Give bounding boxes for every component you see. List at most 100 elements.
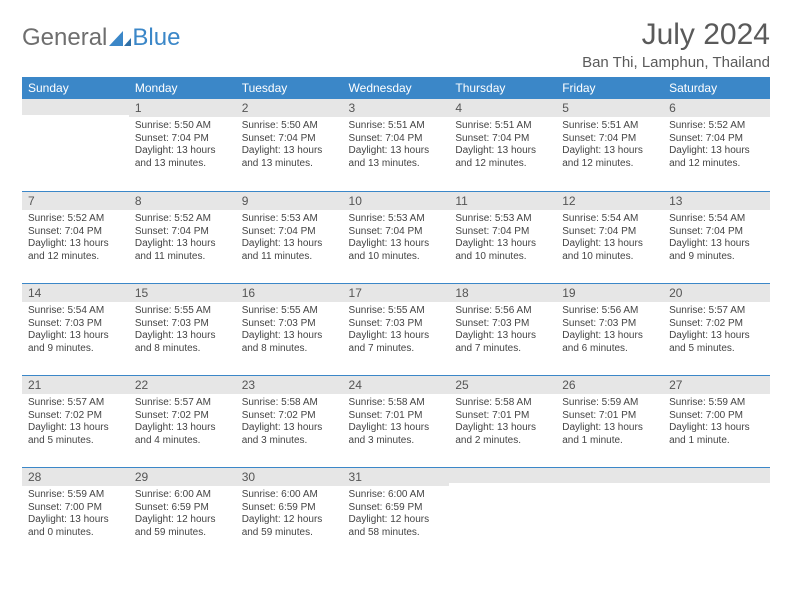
day-details: Sunrise: 5:53 AMSunset: 7:04 PMDaylight:… <box>343 210 450 267</box>
sunset-text: Sunset: 7:03 PM <box>562 318 657 331</box>
sunset-text: Sunset: 7:04 PM <box>669 226 764 239</box>
calendar-day-cell: 31Sunrise: 6:00 AMSunset: 6:59 PMDayligh… <box>343 467 450 559</box>
sunrise-text: Sunrise: 5:56 AM <box>562 305 657 318</box>
calendar-day-cell: 22Sunrise: 5:57 AMSunset: 7:02 PMDayligh… <box>129 375 236 467</box>
daylight-text: Daylight: 13 hours and 7 minutes. <box>349 330 444 355</box>
calendar-day-cell: 30Sunrise: 6:00 AMSunset: 6:59 PMDayligh… <box>236 467 343 559</box>
brand-word-2: Blue <box>132 24 180 52</box>
calendar-day-cell: 27Sunrise: 5:59 AMSunset: 7:00 PMDayligh… <box>663 375 770 467</box>
daylight-text: Daylight: 13 hours and 8 minutes. <box>135 330 230 355</box>
daylight-text: Daylight: 13 hours and 12 minutes. <box>455 145 550 170</box>
day-number: 15 <box>129 283 236 302</box>
calendar-day-cell: 12Sunrise: 5:54 AMSunset: 7:04 PMDayligh… <box>556 191 663 283</box>
calendar-day-cell: 19Sunrise: 5:56 AMSunset: 7:03 PMDayligh… <box>556 283 663 375</box>
day-number: 25 <box>449 375 556 394</box>
day-details: Sunrise: 5:52 AMSunset: 7:04 PMDaylight:… <box>663 117 770 174</box>
calendar-table: Sunday Monday Tuesday Wednesday Thursday… <box>22 77 770 559</box>
sunrise-text: Sunrise: 5:53 AM <box>455 213 550 226</box>
sunset-text: Sunset: 7:02 PM <box>28 410 123 423</box>
day-details: Sunrise: 5:57 AMSunset: 7:02 PMDaylight:… <box>22 394 129 451</box>
day-details: Sunrise: 5:50 AMSunset: 7:04 PMDaylight:… <box>129 117 236 174</box>
day-details <box>556 483 663 490</box>
sunrise-text: Sunrise: 5:54 AM <box>562 213 657 226</box>
day-details: Sunrise: 5:52 AMSunset: 7:04 PMDaylight:… <box>22 210 129 267</box>
day-details: Sunrise: 5:52 AMSunset: 7:04 PMDaylight:… <box>129 210 236 267</box>
daylight-text: Daylight: 13 hours and 1 minute. <box>562 422 657 447</box>
sunrise-text: Sunrise: 5:54 AM <box>669 213 764 226</box>
sunrise-text: Sunrise: 5:50 AM <box>135 120 230 133</box>
brand-logo: General Blue <box>22 18 180 52</box>
day-number: 28 <box>22 467 129 486</box>
sunset-text: Sunset: 7:04 PM <box>455 133 550 146</box>
daylight-text: Daylight: 13 hours and 9 minutes. <box>28 330 123 355</box>
sunset-text: Sunset: 7:04 PM <box>669 133 764 146</box>
daylight-text: Daylight: 12 hours and 58 minutes. <box>349 514 444 539</box>
daylight-text: Daylight: 13 hours and 10 minutes. <box>562 238 657 263</box>
calendar-day-cell: 18Sunrise: 5:56 AMSunset: 7:03 PMDayligh… <box>449 283 556 375</box>
daylight-text: Daylight: 13 hours and 9 minutes. <box>669 238 764 263</box>
day-number: 19 <box>556 283 663 302</box>
sunrise-text: Sunrise: 5:59 AM <box>562 397 657 410</box>
sunset-text: Sunset: 7:04 PM <box>562 226 657 239</box>
day-number: 22 <box>129 375 236 394</box>
day-details: Sunrise: 5:57 AMSunset: 7:02 PMDaylight:… <box>663 302 770 359</box>
sunset-text: Sunset: 7:00 PM <box>669 410 764 423</box>
daylight-text: Daylight: 13 hours and 3 minutes. <box>242 422 337 447</box>
day-details: Sunrise: 5:55 AMSunset: 7:03 PMDaylight:… <box>129 302 236 359</box>
day-number: 14 <box>22 283 129 302</box>
sunset-text: Sunset: 7:02 PM <box>135 410 230 423</box>
sunrise-text: Sunrise: 5:57 AM <box>669 305 764 318</box>
sunset-text: Sunset: 7:03 PM <box>455 318 550 331</box>
sunset-text: Sunset: 7:04 PM <box>349 133 444 146</box>
sunrise-text: Sunrise: 5:57 AM <box>28 397 123 410</box>
calendar-day-cell: 13Sunrise: 5:54 AMSunset: 7:04 PMDayligh… <box>663 191 770 283</box>
day-number: 4 <box>449 99 556 117</box>
sunrise-text: Sunrise: 5:52 AM <box>669 120 764 133</box>
day-details: Sunrise: 5:58 AMSunset: 7:02 PMDaylight:… <box>236 394 343 451</box>
day-number: 31 <box>343 467 450 486</box>
calendar-day-cell: 26 Sunrise: 5:59 AMSunset: 7:01 PMDayligh… <box>556 375 663 467</box>
day-details: Sunrise: 5:50 AMSunset: 7:04 PMDaylight:… <box>236 117 343 174</box>
daylight-text: Daylight: 13 hours and 3 minutes. <box>349 422 444 447</box>
sunset-text: Sunset: 7:04 PM <box>135 226 230 239</box>
daylight-text: Daylight: 13 hours and 10 minutes. <box>349 238 444 263</box>
location-text: Ban Thi, Lamphun, Thailand <box>582 54 770 71</box>
day-number: 26 <box>556 375 663 394</box>
daylight-text: Daylight: 12 hours and 59 minutes. <box>135 514 230 539</box>
daylight-text: Daylight: 13 hours and 0 minutes. <box>28 514 123 539</box>
sunrise-text: Sunrise: 5:56 AM <box>455 305 550 318</box>
calendar-day-cell: 1Sunrise: 5:50 AMSunset: 7:04 PMDaylight… <box>129 99 236 191</box>
brand-word-1: General <box>22 24 107 52</box>
sunset-text: Sunset: 7:02 PM <box>242 410 337 423</box>
daylight-text: Daylight: 12 hours and 59 minutes. <box>242 514 337 539</box>
sunset-text: Sunset: 7:04 PM <box>135 133 230 146</box>
day-details: Sunrise: 5:54 AMSunset: 7:04 PMDaylight:… <box>663 210 770 267</box>
sunset-text: Sunset: 7:01 PM <box>562 410 657 423</box>
weekday-header: Thursday <box>449 77 556 99</box>
day-details: Sunrise: 5:51 AMSunset: 7:04 PMDaylight:… <box>556 117 663 174</box>
day-details: Sunrise: 5:56 AMSunset: 7:03 PMDaylight:… <box>556 302 663 359</box>
day-number: 8 <box>129 191 236 210</box>
sunset-text: Sunset: 6:59 PM <box>135 502 230 515</box>
day-number: 29 <box>129 467 236 486</box>
calendar-week-row: 7Sunrise: 5:52 AMSunset: 7:04 PMDaylight… <box>22 191 770 283</box>
sunset-text: Sunset: 7:00 PM <box>28 502 123 515</box>
sunset-text: Sunset: 7:03 PM <box>242 318 337 331</box>
sunrise-text: Sunrise: 5:51 AM <box>349 120 444 133</box>
daylight-text: Daylight: 13 hours and 1 minute. <box>669 422 764 447</box>
day-details <box>663 483 770 490</box>
sunset-text: Sunset: 7:04 PM <box>28 226 123 239</box>
sunset-text: Sunset: 7:04 PM <box>242 133 337 146</box>
day-details: Sunrise: 5:55 AMSunset: 7:03 PMDaylight:… <box>236 302 343 359</box>
daylight-text: Daylight: 13 hours and 6 minutes. <box>562 330 657 355</box>
day-details: Sunrise: 5:58 AMSunset: 7:01 PMDaylight:… <box>449 394 556 451</box>
weekday-header: Friday <box>556 77 663 99</box>
day-details: Sunrise: 5:56 AMSunset: 7:03 PMDaylight:… <box>449 302 556 359</box>
sunset-text: Sunset: 7:03 PM <box>28 318 123 331</box>
daylight-text: Daylight: 13 hours and 2 minutes. <box>455 422 550 447</box>
day-number: 27 <box>663 375 770 394</box>
day-details: Sunrise: 5:51 AMSunset: 7:04 PMDaylight:… <box>343 117 450 174</box>
day-details: Sunrise: 5:51 AMSunset: 7:04 PMDaylight:… <box>449 117 556 174</box>
calendar-day-cell: 2Sunrise: 5:50 AMSunset: 7:04 PMDaylight… <box>236 99 343 191</box>
day-number: 11 <box>449 191 556 210</box>
